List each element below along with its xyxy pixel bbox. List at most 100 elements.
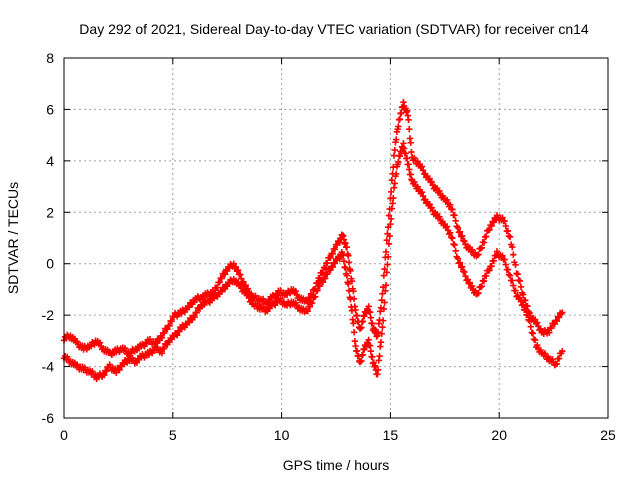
- data-point: [451, 212, 458, 219]
- data-point: [453, 223, 460, 230]
- data-point: [365, 303, 372, 310]
- data-point: [365, 336, 372, 344]
- data-point: [230, 260, 237, 267]
- data-point: [490, 257, 497, 265]
- data-point: [486, 267, 493, 274]
- data-point: [327, 254, 334, 261]
- data-point: [379, 323, 386, 331]
- data-point: [406, 125, 413, 133]
- data-point: [383, 269, 390, 276]
- data-point: [348, 307, 356, 314]
- data-point: [531, 336, 539, 344]
- data-point: [529, 330, 537, 337]
- data-point: [475, 289, 482, 297]
- data-point: [553, 360, 561, 368]
- data-point: [348, 277, 356, 285]
- data-point: [465, 280, 472, 287]
- data-point: [185, 303, 193, 311]
- data-point: [459, 232, 466, 240]
- data-point: [480, 278, 488, 285]
- data-point: [419, 192, 427, 200]
- data-point: [350, 320, 357, 327]
- y-tick-label: 6: [46, 101, 54, 117]
- data-point: [237, 271, 244, 278]
- data-point: [218, 288, 225, 295]
- data-point: [516, 277, 524, 285]
- data-point: [382, 287, 389, 294]
- data-point: [240, 278, 247, 286]
- data-point: [221, 271, 229, 278]
- data-point: [418, 189, 426, 196]
- data-point: [486, 226, 493, 233]
- data-point: [519, 301, 527, 309]
- data-point: [525, 316, 532, 324]
- y-tick-label: -2: [42, 307, 55, 323]
- data-point: [316, 282, 323, 290]
- data-point: [374, 366, 382, 374]
- data-point: [482, 272, 490, 280]
- data-point: [506, 272, 514, 279]
- data-point: [462, 272, 469, 280]
- data-point: [160, 345, 168, 352]
- data-point: [321, 265, 329, 272]
- data-point: [381, 299, 388, 306]
- data-point: [347, 295, 354, 303]
- data-point: [391, 146, 398, 154]
- data-point: [456, 259, 464, 266]
- data-point: [522, 306, 529, 314]
- data-point: [512, 261, 519, 269]
- data-point: [233, 267, 241, 275]
- data-point: [340, 257, 348, 265]
- data-point: [319, 269, 327, 276]
- data-point: [314, 287, 321, 294]
- data-point: [321, 275, 329, 282]
- data-point: [216, 279, 223, 286]
- data-point: [403, 155, 411, 162]
- data-point: [456, 228, 464, 236]
- data-point: [374, 329, 382, 336]
- data-point: [241, 282, 248, 290]
- data-point: [345, 259, 353, 266]
- data-point: [358, 357, 365, 365]
- data-point: [96, 339, 104, 346]
- data-point: [158, 350, 166, 357]
- data-point: [234, 267, 242, 274]
- data-point: [504, 227, 512, 235]
- data-point: [366, 342, 374, 349]
- data-point: [386, 232, 393, 240]
- data-point: [499, 252, 506, 259]
- data-point: [443, 223, 451, 230]
- data-point: [377, 338, 385, 346]
- data-point: [475, 251, 482, 258]
- data-point: [426, 175, 433, 182]
- data-point: [383, 237, 390, 244]
- data-point: [319, 278, 327, 286]
- data-point: [385, 253, 392, 260]
- data-point: [509, 243, 516, 251]
- data-point: [343, 244, 351, 251]
- data-point: [526, 317, 533, 324]
- data-point: [478, 283, 485, 290]
- data-point: [405, 116, 412, 123]
- data-point: [393, 136, 400, 143]
- data-point: [329, 250, 336, 257]
- data-point: [369, 320, 376, 327]
- data-point: [501, 256, 508, 263]
- data-point: [385, 212, 393, 219]
- data-point: [103, 368, 110, 375]
- data-point: [385, 240, 393, 248]
- data-point: [347, 267, 354, 275]
- data-point: [548, 324, 555, 332]
- data-point: [231, 264, 239, 272]
- data-point: [153, 339, 160, 347]
- data-point: [238, 275, 245, 282]
- data-point: [534, 342, 541, 349]
- data-point: [501, 217, 508, 225]
- data-point: [395, 123, 402, 130]
- data-point: [502, 261, 509, 268]
- y-tick-label: 2: [46, 204, 54, 220]
- x-tick-label: 20: [491, 427, 507, 443]
- data-point: [214, 284, 221, 291]
- data-point: [510, 251, 517, 258]
- data-point: [436, 213, 443, 220]
